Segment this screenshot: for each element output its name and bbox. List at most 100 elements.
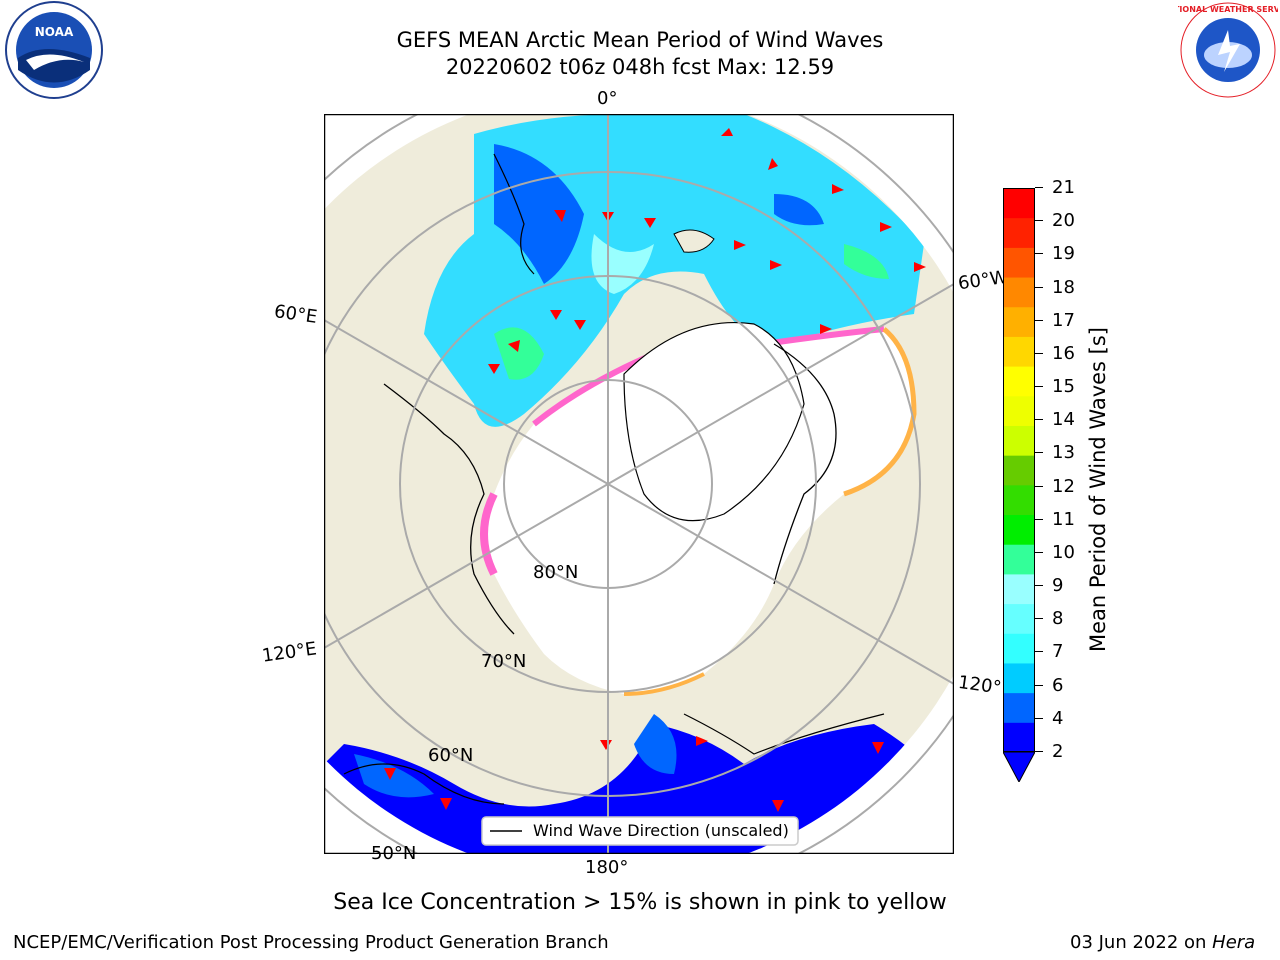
colorbar-tick-mark [1035, 452, 1043, 454]
wave-arrow [508, 340, 520, 352]
colorbar-tick-label: 18 [1052, 276, 1075, 298]
colorbar-segment [1003, 573, 1035, 605]
nws-logo: NATIONAL WEATHER SERVICE [1178, 2, 1278, 98]
colorbar-tick-label: 9 [1052, 575, 1064, 597]
colorbar-segment [1003, 692, 1035, 723]
colorbar-tick-label: 2 [1052, 741, 1064, 762]
colorbar-tick-label: 21 [1052, 177, 1075, 198]
colorbar-tick-label: 15 [1052, 376, 1075, 398]
sea-ice-note: Sea Ice Concentration > 15% is shown in … [333, 890, 947, 915]
colorbar-segment [1003, 603, 1035, 634]
wave-arrow [574, 320, 586, 330]
coastline-scandinavia [493, 153, 535, 275]
colorbar-tick-mark [1035, 651, 1043, 653]
meridian-60w [607, 283, 954, 485]
colorbar-segment [1003, 662, 1035, 694]
legend-box [481, 816, 799, 846]
colorbar-tick-mark [1035, 286, 1043, 288]
wave-arrow [488, 364, 500, 374]
colorbar-tick-mark [1035, 253, 1043, 255]
coastline-alaska [683, 713, 885, 755]
colorbar-tick-mark [1035, 220, 1043, 222]
nws-logo-text: NATIONAL WEATHER SERVICE [1178, 5, 1278, 14]
colorbar-tick-mark [1035, 585, 1043, 587]
colorbar-label: Mean Period of Wind Waves [s] [1086, 327, 1110, 652]
wave-arrow [550, 310, 562, 320]
lon-label-180: 180° [585, 857, 629, 878]
lat-label-60: 60°N [428, 745, 474, 766]
lon-label-0: 0° [597, 88, 618, 109]
lat-label-80: 80°N [533, 562, 579, 583]
footer-date-text: 03 Jun 2022 on [1070, 932, 1213, 953]
meridian-60e [324, 319, 609, 485]
colorbar-segment [1003, 277, 1035, 308]
wind-direction-legend [481, 816, 799, 846]
wave-direction-arrows [384, 128, 926, 812]
colorbar-border [1003, 188, 1035, 752]
bering-4s-zone [634, 714, 677, 774]
colorbar-segment [1003, 425, 1035, 456]
colorbar-tick-mark [1035, 717, 1043, 719]
colorbar-tick-label: 17 [1052, 309, 1075, 331]
waves-10s-zone-2 [844, 244, 889, 279]
lat-label-70: 70°N [481, 651, 527, 672]
noaa-logo: NOAA [5, 1, 103, 99]
lon-label-60w: 60°W [956, 266, 1009, 295]
wave-arrow [880, 222, 892, 232]
colorbar-tick-label: 12 [1052, 475, 1075, 497]
meridian-120w [607, 483, 954, 685]
colorbar-tick-label: 4 [1052, 707, 1064, 729]
colorbar-segment [1003, 455, 1035, 486]
footer-host: Hera [1212, 932, 1256, 953]
noaa-logo-text: NOAA [35, 25, 74, 39]
lat-label-50: 50°N [371, 843, 417, 864]
colorbar-tick-label: 10 [1052, 541, 1075, 563]
wave-arrow [772, 800, 784, 812]
ice-edge-canadian [843, 327, 917, 497]
colorbar-segment [1003, 336, 1035, 367]
wave-arrow [820, 324, 832, 334]
footer-credit: NCEP/EMC/Verification Post Processing Pr… [13, 932, 609, 953]
waves-4s-zone [774, 194, 824, 226]
colorbar-segment [1003, 247, 1035, 278]
colorbar-segment [1003, 366, 1035, 397]
colorbar-tick-mark [1035, 684, 1043, 686]
wave-arrow [872, 742, 884, 754]
coastline-canada [773, 343, 837, 585]
wave-arrow [768, 158, 778, 170]
colorbar-segment [1003, 633, 1035, 664]
colorbar-segment [1003, 484, 1035, 516]
colorbar-tick-mark [1035, 419, 1043, 421]
colorbar-tick-label: 13 [1052, 442, 1075, 464]
colorbar-tick-mark [1035, 518, 1043, 520]
ice-edge-siberian [480, 492, 498, 576]
wave-arrow [554, 210, 566, 222]
colorbar-tick-mark [1035, 551, 1043, 553]
wave-arrow [644, 218, 656, 228]
colorbar-segment [1003, 395, 1035, 426]
wave-arrow [770, 260, 782, 270]
map-border [324, 114, 954, 854]
colorbar-segment [1003, 722, 1035, 753]
footer-date: 03 Jun 2022 on Hera [1070, 932, 1255, 953]
colorbar-tick-mark [1035, 485, 1043, 487]
coastline-eurasia [383, 383, 515, 635]
colorbar-tick-mark [1035, 319, 1043, 321]
iceland [673, 229, 715, 253]
colorbar-tick-label: 16 [1052, 342, 1075, 364]
colorbar-tick-label: 8 [1052, 608, 1064, 630]
wave-arrow [696, 736, 708, 746]
wave-arrow [914, 262, 926, 272]
colorbar-segment [1003, 188, 1035, 219]
colorbar [1003, 188, 1035, 782]
colorbar-segment [1003, 306, 1035, 337]
lon-label-60e: 60°E [272, 301, 319, 328]
wave-arrow [832, 184, 844, 194]
colorbar-segment [1003, 514, 1035, 545]
colorbar-tick-mark [1035, 187, 1043, 188]
colorbar-tick-label: 6 [1052, 674, 1064, 696]
coastline-kamchatka [343, 763, 505, 805]
ice-edge-chukchi [623, 672, 705, 696]
waves-10s-zone [494, 327, 544, 380]
wave-arrow [440, 798, 452, 810]
